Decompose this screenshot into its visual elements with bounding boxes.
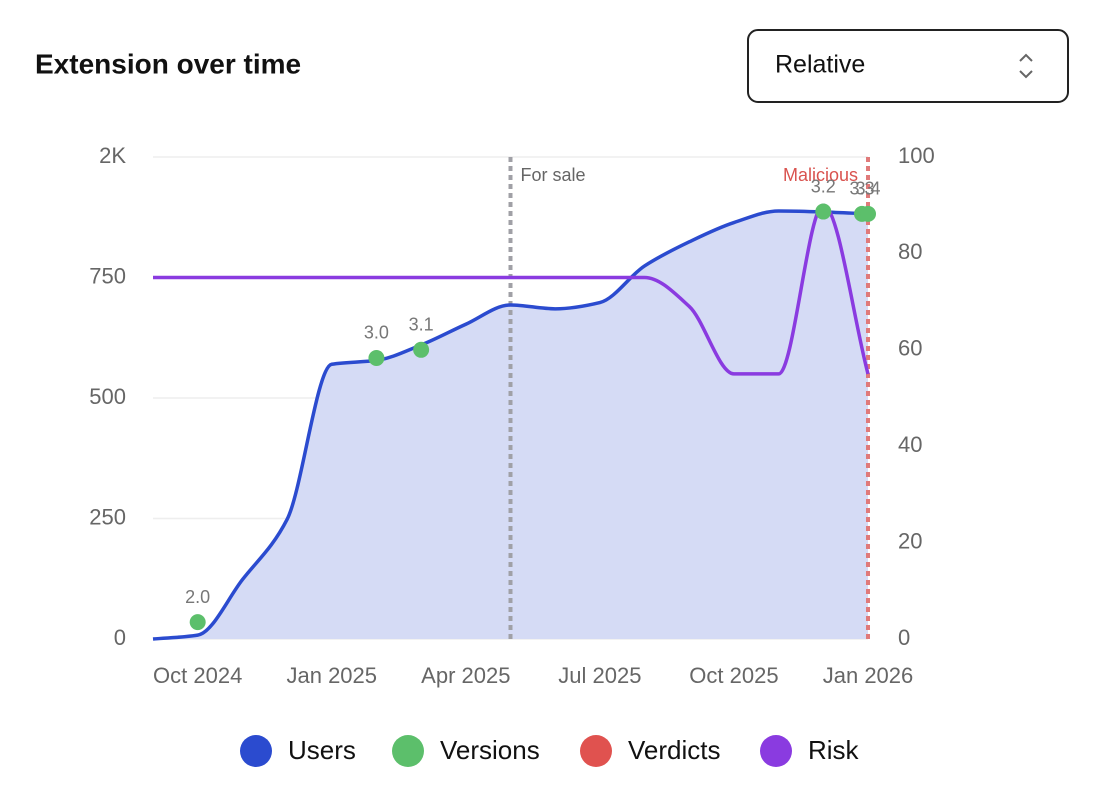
point	[189, 614, 206, 631]
y2-tick-label: 100	[898, 143, 935, 168]
legend-label: Verdicts	[628, 735, 721, 765]
point-label: 3.1	[409, 315, 434, 335]
chart-title: Extension over time	[35, 48, 301, 79]
legend-swatch	[240, 735, 272, 767]
line	[152, 209, 869, 641]
legend-swatch	[760, 735, 792, 767]
legend-swatch	[580, 735, 612, 767]
point	[368, 349, 385, 366]
legend-swatch	[392, 735, 424, 767]
point-label: 3.0	[364, 323, 389, 343]
y2-tick-label: 20	[898, 528, 922, 553]
line	[153, 203, 870, 376]
dropdown-value: Relative	[775, 51, 865, 79]
x-tick-label: Jan 2026	[823, 663, 914, 688]
x-tick-label: Jan 2025	[286, 663, 377, 688]
legend-label: Versions	[440, 735, 540, 765]
point-label: 2.0	[185, 587, 210, 607]
y2-tick-label: 40	[898, 432, 922, 457]
y2-tick-label: 0	[898, 625, 910, 650]
y-tick-label: 2K	[99, 143, 126, 168]
point	[860, 205, 876, 222]
area	[153, 210, 868, 639]
y2-tick-label: 80	[898, 239, 922, 264]
point-label: 3.3	[849, 179, 874, 199]
dropdown-icon	[1019, 53, 1033, 79]
legend-label: Risk	[808, 735, 860, 765]
y-tick-label: 250	[89, 504, 126, 529]
y-tick-label: 750	[89, 263, 126, 288]
x-tick-label: Jul 2025	[558, 663, 641, 688]
x-tick-label: Apr 2025	[421, 663, 510, 688]
annotation-label: Malicious	[783, 165, 858, 185]
x-tick-label: Oct 2025	[689, 663, 778, 688]
point	[413, 341, 430, 358]
annotation-label: For sale	[521, 165, 586, 185]
y-tick-label: 500	[89, 384, 126, 409]
point-label: 3.4	[855, 179, 880, 199]
dropdown[interactable]	[747, 29, 1069, 103]
legend-label: Users	[288, 735, 356, 765]
y-tick-label: 0	[114, 625, 126, 650]
point	[815, 203, 832, 220]
point-label: 3.2	[811, 176, 836, 196]
x-tick-label: Oct 2024	[153, 663, 242, 688]
y2-tick-label: 60	[898, 336, 922, 361]
